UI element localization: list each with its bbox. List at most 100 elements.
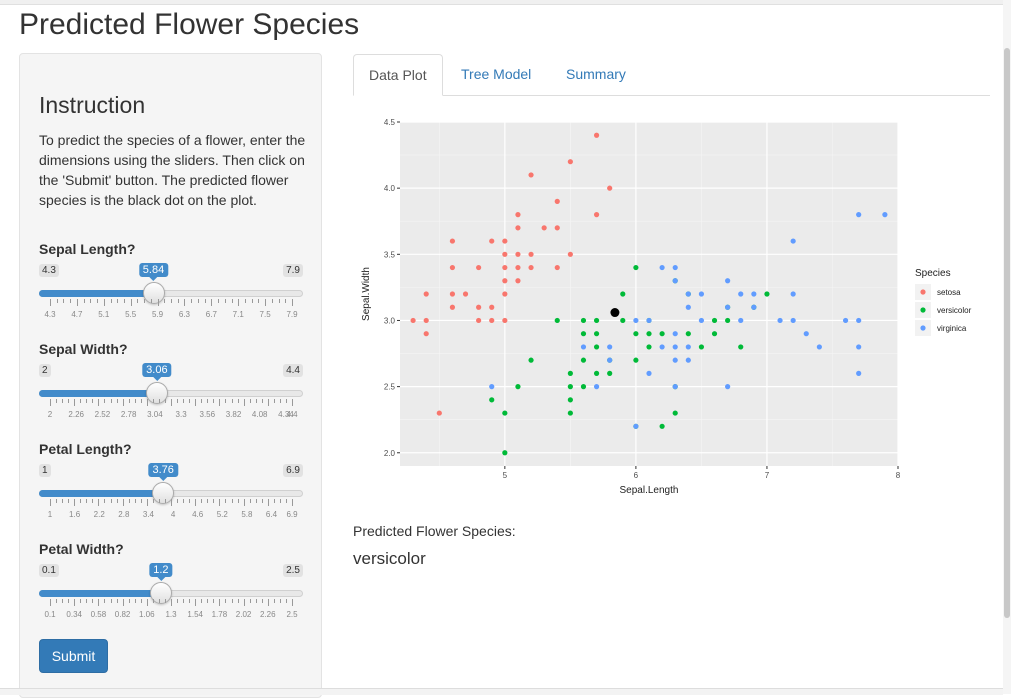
data-point-setosa [436,410,442,416]
slider-tick-label: 2.8 [118,510,130,519]
slider-tick [243,599,245,606]
tab-summary[interactable]: Summary [566,66,626,82]
predicted-point [610,308,620,318]
data-point-versicolor [593,370,600,376]
data-point-versicolor [515,384,521,390]
slider-tick [80,399,82,403]
sepal-length-slider[interactable]: Sepal Length? 4.3 7.9 5.84 4.3 4.7 5.1 5.5 5… [39,241,303,331]
slider-tick [285,499,287,503]
y-tick-label: 2.0 [384,449,396,458]
slider-tick [211,299,213,306]
slider-tick-label: 5.8 [241,510,253,519]
slider-handle[interactable] [149,582,172,604]
instruction-heading: Instruction [39,92,146,118]
legend-label-setosa: setosa [937,288,961,297]
slider-ticks [39,399,303,407]
vertical-scrollbar[interactable] [1003,0,1011,694]
slider-tick [83,299,85,303]
slider-tick [231,599,233,603]
slider-tick [56,299,58,303]
data-point-versicolor [659,423,665,429]
petal-length-slider[interactable]: Petal Length? 1 6.9 3.76 1 1.6 2.2 2.8 3.4 4 4… [39,441,303,531]
data-point-versicolor [711,317,718,324]
slider-tick [292,599,293,606]
slider-tick [62,399,64,403]
slider-tick [158,599,160,603]
data-point-versicolor [567,384,573,390]
plot-panel [400,122,898,466]
slider-tick-label: 0.1 [44,610,56,619]
slider-min-label: 1 [39,464,51,477]
slider-tick [197,299,199,303]
sepal-width-slider[interactable]: Sepal Width? 2 4.4 3.06 2 2.26 2.52 2.78 3.0… [39,341,303,431]
slider-tick [243,499,245,506]
data-point-virginica [698,317,705,324]
data-point-setosa [528,251,534,257]
data-point-versicolor [528,357,534,363]
data-point-setosa [515,212,521,218]
data-point-versicolor [646,344,652,350]
data-point-versicolor [607,370,613,376]
data-point-virginica [659,344,665,350]
scrollbar-thumb[interactable] [1004,48,1010,618]
legend-marker-versicolor [920,307,926,313]
slider-tick [267,499,269,506]
data-point-virginica [672,357,678,363]
slider-label: Sepal Width? [39,341,128,357]
slider-tick [244,299,246,303]
slider-tick [134,599,136,603]
data-point-virginica [856,344,862,350]
prediction-value: versicolor [353,549,426,568]
data-point-virginica [790,238,796,244]
slider-tick [70,299,72,303]
slider-tick [122,399,124,406]
slider-tick [225,499,227,503]
petal-width-slider[interactable]: Petal Width? 0.1 2.5 1.2 0.1 0.34 0.58 0.82… [39,541,303,631]
top-border [0,0,1011,5]
data-point-setosa [502,264,508,271]
slider-tick [152,499,154,503]
tab-tree-model[interactable]: Tree Model [461,66,532,82]
data-point-setosa [476,264,482,271]
tab-data-plot[interactable]: Data Plot [353,54,443,96]
slider-tick-label: 2 [47,410,53,419]
data-point-setosa [502,251,508,257]
slider-tick [218,299,220,303]
data-point-virginica [738,291,744,297]
slider-tick [285,399,287,403]
slider-tick [213,399,215,403]
sidebar-panel: Instruction To predict the species of a … [19,53,322,698]
slider-tick [140,499,142,503]
data-point-virginica [856,317,862,324]
slider-tick [76,299,78,306]
slider-tick [279,399,281,403]
legend-label-virginica: virginica [937,324,967,333]
data-point-virginica [685,357,691,363]
data-point-versicolor [620,317,626,324]
slider-tick [56,499,58,503]
slider-tick [144,299,146,303]
slider-tick-label: 2.78 [120,410,137,419]
submit-button[interactable]: Submit [39,639,108,673]
slider-tick [237,399,239,403]
slider-tick [237,599,239,603]
slider-fill [39,390,157,397]
data-point-setosa [449,304,456,310]
data-point-virginica [842,317,849,324]
y-tick-label: 4.0 [384,184,396,193]
slider-handle[interactable] [152,482,175,504]
y-axis-label: Sepal.Width [361,267,372,321]
slider-handle[interactable] [142,282,165,304]
slider-tick [134,399,136,403]
slider-tick [213,599,215,603]
slider-tick [279,599,281,603]
slider-handle[interactable] [145,382,168,404]
data-point-setosa [607,185,613,191]
slider-max-label: 6.9 [283,464,303,477]
slider-tick [92,499,94,503]
slider-tick-label: 1.78 [211,610,228,619]
data-point-versicolor [580,357,587,363]
slider-tick [184,299,186,306]
slider-tick [231,399,233,403]
slider-tick-label: 3.3 [175,410,187,419]
